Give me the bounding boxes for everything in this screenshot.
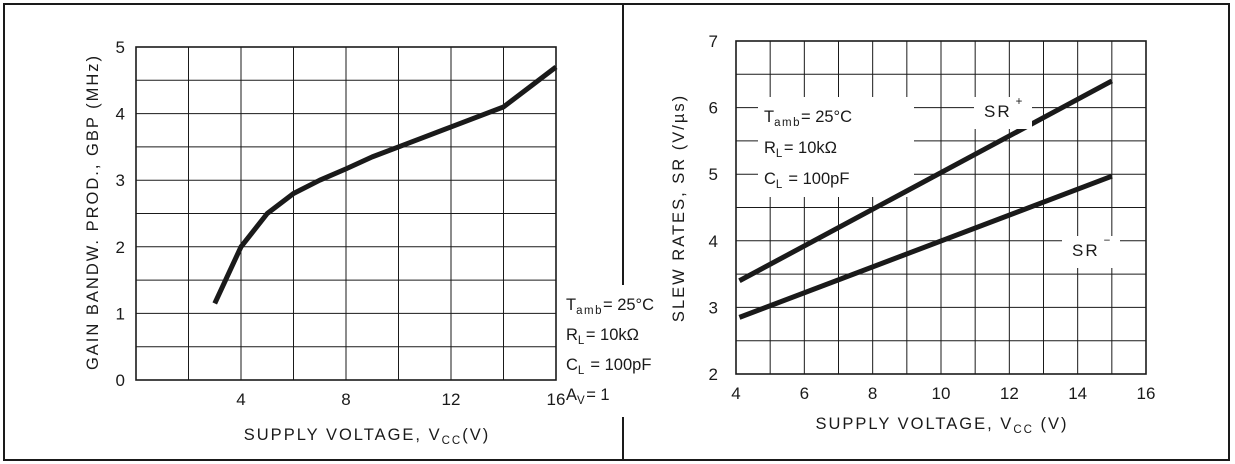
y-axis-label: GAIN BANDW. PROD., GBP (MHz) (84, 54, 102, 370)
condition-text: Tamb= 25°C (764, 108, 852, 129)
condition-text: RL= 10kΩ (764, 139, 837, 160)
x-tick-label: 4 (731, 384, 740, 403)
x-tick-label: 16 (1137, 384, 1156, 403)
x-tick-label: 8 (341, 390, 350, 409)
conditions-box (758, 97, 914, 197)
x-axis-label: SUPPLY VOLTAGE, VCC (V) (815, 415, 1068, 436)
x-tick-label: 4 (236, 390, 245, 409)
condition-text: RL= 10kΩ (566, 326, 639, 347)
y-tick-label: 1 (116, 304, 125, 323)
grid (136, 47, 556, 380)
series-label: SR − (1072, 235, 1112, 260)
grid (736, 41, 1146, 374)
condition-text: Tamb= 25°C (566, 296, 654, 317)
y-tick-label: 4 (116, 105, 125, 124)
panel-divider (622, 3, 624, 461)
y-tick-label: 3 (116, 171, 125, 190)
series-line-1 (738, 78, 1114, 283)
condition-text: AV= 1 (566, 386, 610, 407)
x-tick-label: 12 (1000, 384, 1019, 403)
y-tick-label: 6 (709, 99, 718, 118)
y-tick-label: 5 (116, 38, 125, 57)
x-tick-label: 10 (932, 384, 951, 403)
slew-rate-chart: SR + SR − Tamb= 25°C RL= 10kΩ CL = 100pF 2 3 4 5 6 7… (670, 32, 1156, 436)
x-tick-label: 12 (442, 390, 461, 409)
y-axis-label: SLEW RATES, SR (V/µs) (670, 94, 688, 322)
figure-frame (3, 3, 1230, 461)
condition-text: CL = 100pF (764, 170, 849, 191)
plot-area (735, 40, 1147, 375)
x-axis-label: SUPPLY VOLTAGE, VCC(V) (244, 426, 490, 447)
series-label-bg (1062, 236, 1120, 268)
series-line-1 (212, 64, 558, 305)
y-tick-label: 0 (116, 371, 125, 390)
conditions-box (560, 285, 686, 417)
series-label-bg (974, 97, 1032, 129)
x-tick-label: 6 (800, 384, 809, 403)
condition-text: CL = 100pF (566, 356, 651, 377)
plot-area (135, 46, 557, 381)
y-tick-label: 3 (709, 298, 718, 317)
x-tick-label: 8 (868, 384, 877, 403)
y-tick-label: 2 (709, 365, 718, 384)
y-tick-label: 7 (709, 32, 718, 51)
x-tick-label: 16 (547, 390, 566, 409)
x-tick-label: 14 (1068, 384, 1087, 403)
y-tick-label: 5 (709, 165, 718, 184)
y-tick-label: 2 (116, 238, 125, 257)
series-line-2 (738, 173, 1113, 320)
y-tick-label: 4 (709, 232, 718, 251)
series-label: SR + (984, 96, 1024, 121)
